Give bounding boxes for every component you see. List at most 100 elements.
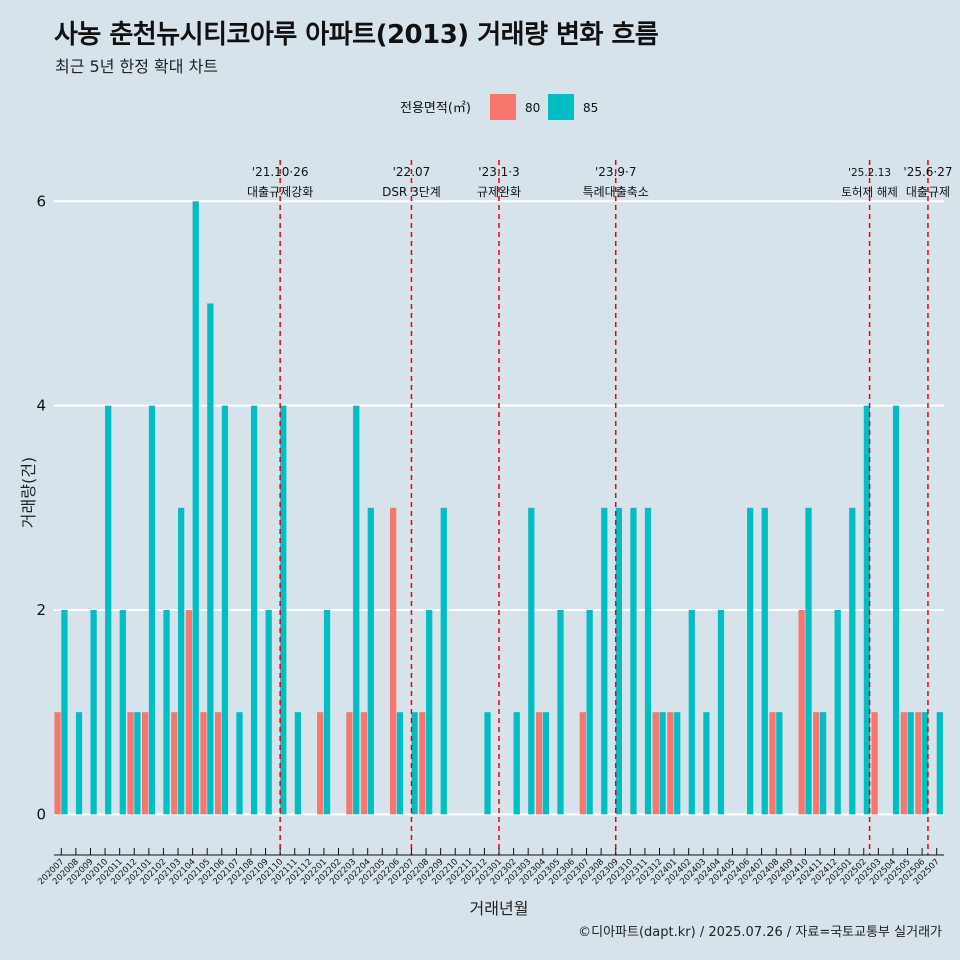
chart-title: 사농 춘천뉴시티코아루 아파트(2013) 거래량 변화 흐름 [54, 20, 659, 50]
bar-85-202102 [163, 610, 170, 815]
bar-85-202311 [644, 507, 652, 815]
legend-title: 전용면적(㎡) [400, 101, 471, 116]
bar-85-202106 [221, 405, 229, 815]
bar-85-202404 [717, 610, 725, 815]
bar-85-202407 [761, 507, 768, 815]
bar-80-202103 [171, 712, 178, 815]
bar-85-202507 [936, 712, 943, 815]
event-name-label: 규제완화 [477, 185, 521, 199]
bar-85-202307 [586, 610, 593, 815]
bar-80-202104 [185, 610, 193, 815]
bar-80-202007 [54, 712, 61, 815]
bar-80-202505 [900, 712, 907, 815]
y-tick-label: 6 [36, 192, 46, 210]
bar-80-202401 [667, 712, 674, 815]
legend: 전용면적(㎡) 80 85 [400, 94, 598, 120]
bars [54, 201, 943, 815]
bar-85-202110 [280, 405, 287, 815]
bar-85-202201 [323, 610, 331, 815]
bar-85-202010 [105, 405, 112, 815]
event-name-label: DSR 3단계 [382, 185, 441, 199]
bar-80-202307 [579, 712, 586, 815]
legend-swatch-85 [548, 94, 574, 120]
bar-85-202312 [659, 712, 666, 815]
bar-80-202203 [346, 712, 353, 815]
legend-label-80: 80 [525, 101, 540, 115]
bar-85-202308 [601, 507, 608, 815]
bar-85-202206 [396, 712, 404, 815]
bar-85-202212 [484, 712, 491, 815]
bar-85-202012 [134, 712, 141, 815]
axes: 0246202007202008202009202010202011202012… [19, 192, 944, 918]
legend-swatch-80 [490, 94, 516, 120]
event-date-label: '23.9·7 [595, 165, 636, 179]
bar-85-202310 [630, 507, 637, 815]
bar-85-202502 [863, 405, 871, 815]
bar-85-202209 [440, 507, 447, 815]
bar-80-202304 [535, 712, 543, 815]
event-lines: '21.10·26 대출규제강화 '22.07 DSR 3단계 '23.1·3 규제완화 '… [247, 160, 953, 855]
bar-80-202410 [798, 610, 805, 815]
event-date-label: '22.07 [393, 165, 431, 179]
bar-85-202104 [192, 201, 199, 815]
bar-85-202203 [353, 405, 360, 815]
bar-80-202206 [390, 507, 397, 815]
bar-80-202201 [317, 712, 324, 815]
event-name-label: 대출규제 [906, 185, 950, 199]
bar-85-202009 [90, 610, 97, 815]
bar-80-202204 [360, 712, 368, 815]
bar-85-202109 [265, 610, 272, 815]
bar-85-202103 [178, 507, 185, 815]
bar-85-202410 [805, 507, 812, 815]
x-axis-title: 거래년월 [470, 899, 529, 918]
y-tick-label: 0 [36, 805, 46, 823]
bar-85-202401 [674, 712, 681, 815]
bar-85-202108 [250, 405, 258, 815]
bar-80-202208 [419, 712, 426, 815]
bar-85-202506 [922, 712, 929, 815]
bar-85-202008 [75, 712, 83, 815]
legend-label-85: 85 [583, 101, 598, 115]
bar-80-202408 [769, 712, 776, 815]
bar-85-202101 [148, 405, 156, 815]
bar-85-202207 [411, 712, 418, 815]
bar-85-202504 [892, 405, 900, 815]
bar-80-202012 [127, 712, 134, 815]
bar-85-202111 [294, 712, 301, 815]
bar-85-202105 [207, 303, 214, 815]
bar-85-202302 [513, 712, 520, 815]
y-tick-label: 2 [36, 601, 46, 619]
bar-80-202506 [915, 712, 922, 815]
bar-80-202101 [141, 712, 149, 815]
bar-80-202503 [871, 712, 878, 815]
bar-85-202309 [615, 507, 622, 815]
event-name-label: 대출규제강화 [247, 185, 313, 199]
bar-85-202304 [542, 712, 550, 815]
chart-subtitle: 최근 5년 한정 확대 차트 [55, 57, 219, 76]
bar-85-202411 [819, 712, 827, 815]
bar-85-202402 [688, 610, 695, 815]
event-date-label: '21.10·26 [252, 165, 309, 179]
event-date-label: '25.6·27 [903, 165, 952, 179]
bar-80-202105 [200, 712, 207, 815]
event-date-label: '25.2.13 [848, 167, 891, 179]
event-date-label: '23.1·3 [478, 165, 519, 179]
event-name-label: 특례대출축소 [583, 185, 649, 199]
bar-85-202403 [703, 712, 710, 815]
bar-85-202408 [776, 712, 783, 815]
bar-85-202305 [557, 610, 564, 815]
bar-85-202412 [834, 610, 841, 815]
bar-85-202107 [236, 712, 243, 815]
bar-80-202312 [652, 712, 659, 815]
bar-80-202411 [813, 712, 820, 815]
bar-85-202406 [747, 507, 754, 815]
event-name-label: 토허제 해제 [841, 185, 898, 199]
bar-85-202303 [528, 507, 535, 815]
bar-85-202007 [61, 610, 68, 815]
y-tick-label: 4 [36, 397, 46, 415]
bar-85-202204 [367, 507, 374, 815]
y-axis-title: 거래량(건) [19, 457, 38, 528]
bar-85-202505 [907, 712, 914, 815]
bar-85-202011 [119, 610, 126, 815]
